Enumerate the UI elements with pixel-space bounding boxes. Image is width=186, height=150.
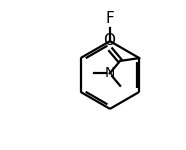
- Text: O: O: [103, 33, 116, 48]
- Text: F: F: [106, 11, 114, 26]
- Text: N: N: [105, 66, 115, 80]
